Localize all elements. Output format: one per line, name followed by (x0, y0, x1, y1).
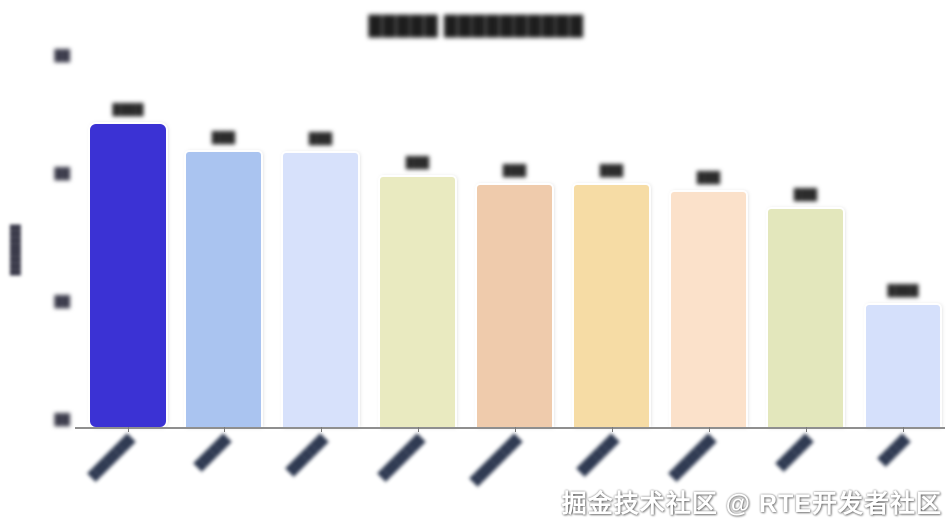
x-tick-mark-1 (128, 427, 129, 432)
bar-4[interactable] (380, 177, 455, 427)
x-tick-mark-5 (514, 427, 516, 432)
x-tick-label-4: ████████ (377, 434, 426, 482)
y-tick-label: ██ (54, 168, 70, 180)
bar-5[interactable] (477, 185, 552, 427)
bar-value-label-8: ███ (793, 189, 818, 201)
watermark: 掘金技术社区 @ RTE开发者社区 (561, 490, 942, 518)
x-tick-mark-3 (320, 427, 322, 432)
x-tick-label-1: ████████ (87, 434, 136, 482)
chart-title: █████ ██████████ (368, 16, 584, 37)
x-tick-label-3: ███████ (285, 434, 329, 477)
bar-6[interactable] (574, 185, 649, 427)
x-tick-mark-2 (223, 427, 225, 432)
y-axis-label: ████████ (10, 224, 20, 276)
y-tick-label: ██ (54, 414, 70, 426)
y-tick-label: ██ (54, 296, 70, 308)
bar-1[interactable] (90, 124, 166, 427)
bar-8[interactable] (768, 209, 843, 427)
bar-9[interactable] (866, 305, 940, 427)
bar-value-label-6: ███ (599, 165, 624, 177)
x-tick-mark-4 (417, 427, 419, 432)
x-tick-mark-9 (903, 427, 904, 432)
x-axis-line (75, 427, 945, 429)
bar-value-label-2: ███ (211, 132, 236, 144)
bar-value-label-3: ███ (308, 133, 333, 145)
bar-value-label-4: ███ (405, 157, 430, 169)
bar-value-label-7: ███ (696, 172, 721, 184)
bar-2[interactable] (186, 152, 261, 427)
y-tick-label: ██ (54, 50, 70, 62)
x-tick-mark-8 (805, 427, 807, 432)
bar-value-label-9: ████ (887, 285, 919, 297)
x-tick-mark-7 (708, 427, 710, 432)
bar-value-label-5: ███ (502, 165, 527, 177)
bar-7[interactable] (671, 192, 746, 427)
x-tick-label-2: ██████ (193, 434, 232, 472)
x-tick-label-5: █████████ (469, 434, 523, 487)
bar-3[interactable] (283, 153, 358, 427)
bar-value-label-1: ████ (112, 104, 144, 116)
x-tick-mark-6 (611, 427, 613, 432)
y-axis-label-wrap: ████████ (6, 195, 24, 305)
